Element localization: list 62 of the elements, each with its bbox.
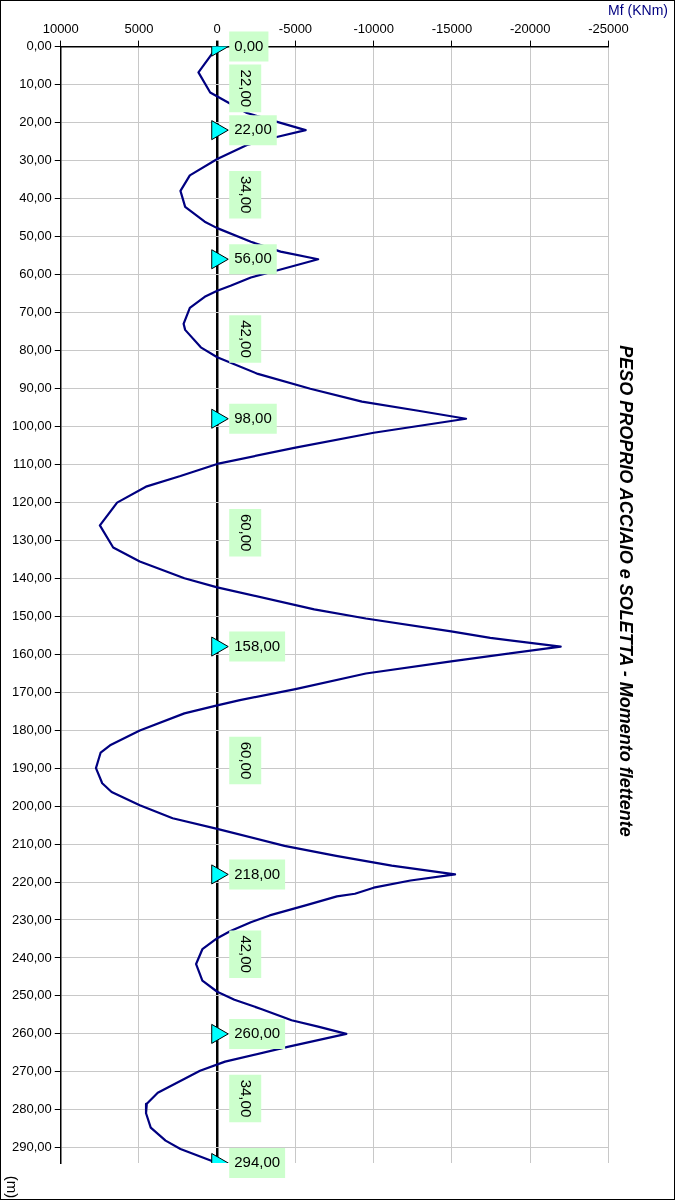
y-tick-label: 240,00 — [12, 949, 52, 965]
y-tick-label: 110,00 — [12, 455, 52, 471]
y-tick-label: 0,00 — [26, 38, 52, 54]
y-tick-label: 120,00 — [12, 493, 52, 509]
annotation: 60,00 — [238, 513, 256, 552]
x-tick-label: -5000 — [278, 21, 313, 37]
y-tick-label: 90,00 — [19, 379, 52, 395]
data-label: 22,00 — [234, 120, 272, 138]
data-label: 56,00 — [234, 249, 272, 267]
x-axis-title: Mf (KNm) — [608, 1, 668, 18]
annotation: 34,00 — [238, 1079, 256, 1118]
y-tick-label: 60,00 — [19, 266, 52, 282]
annotation: 22,00 — [238, 69, 256, 108]
data-label: 260,00 — [234, 1024, 281, 1042]
y-tick-label: 100,00 — [12, 417, 52, 433]
y-tick-label: 290,00 — [12, 1139, 52, 1155]
annotation: 60,00 — [238, 741, 256, 780]
point — [211, 120, 229, 141]
y-tick-label: 180,00 — [12, 721, 52, 737]
data-label: 0,00 — [234, 36, 264, 54]
y-tick-label: 50,00 — [19, 228, 52, 244]
annotation: 34,00 — [238, 175, 256, 214]
y-tick-label: 250,00 — [12, 987, 52, 1003]
y-tick-label: 130,00 — [12, 531, 52, 547]
y-tick-label: 150,00 — [12, 607, 52, 623]
x-tick-label: -25000 — [588, 21, 629, 37]
x-tick-label: 10000 — [42, 21, 79, 37]
x-tick-label: 5000 — [124, 21, 154, 37]
data-label: 218,00 — [234, 864, 281, 882]
y-tick-label: 160,00 — [12, 645, 52, 661]
data-label: 98,00 — [234, 408, 272, 426]
y-tick-label: 230,00 — [12, 911, 52, 927]
x-tick-label: -20000 — [509, 21, 551, 37]
y-tick-label: 20,00 — [19, 114, 52, 130]
point — [211, 1023, 229, 1044]
y-tick-label: 260,00 — [12, 1025, 52, 1041]
point — [211, 864, 229, 885]
y-tick-label: 220,00 — [12, 873, 52, 889]
y-tick-label: 270,00 — [12, 1063, 52, 1079]
y-tick-label: 190,00 — [12, 759, 52, 775]
data-label: 158,00 — [234, 636, 281, 654]
y-tick-label: 30,00 — [19, 152, 52, 168]
point — [211, 249, 229, 270]
y-tick-label: 170,00 — [12, 683, 52, 699]
text: PESO PROPRIO ACCIAIO e SOLETTA - Momento flettente — [616, 345, 637, 837]
y-tick-label: 140,00 — [12, 569, 52, 585]
annotation: 42,00 — [238, 935, 256, 973]
x-tick-label: -15000 — [431, 21, 473, 37]
y-tick-label: 70,00 — [19, 303, 52, 319]
y-tick-label: 10,00 — [19, 76, 52, 92]
y-tick-label: 200,00 — [12, 797, 52, 813]
point — [211, 408, 229, 429]
data-label: 294,00 — [234, 1153, 281, 1171]
point — [211, 636, 229, 657]
y-tick-label: 40,00 — [19, 190, 52, 206]
x-tick-label: -10000 — [353, 21, 394, 37]
annotation: 42,00 — [238, 320, 256, 358]
x-tick-label: 0 — [213, 21, 221, 37]
y-tick-label: 80,00 — [19, 341, 52, 357]
y-tick-label: 280,00 — [12, 1101, 52, 1117]
y-axis-title: (m) — [3, 1175, 21, 1199]
y-tick-label: 210,00 — [12, 835, 52, 851]
